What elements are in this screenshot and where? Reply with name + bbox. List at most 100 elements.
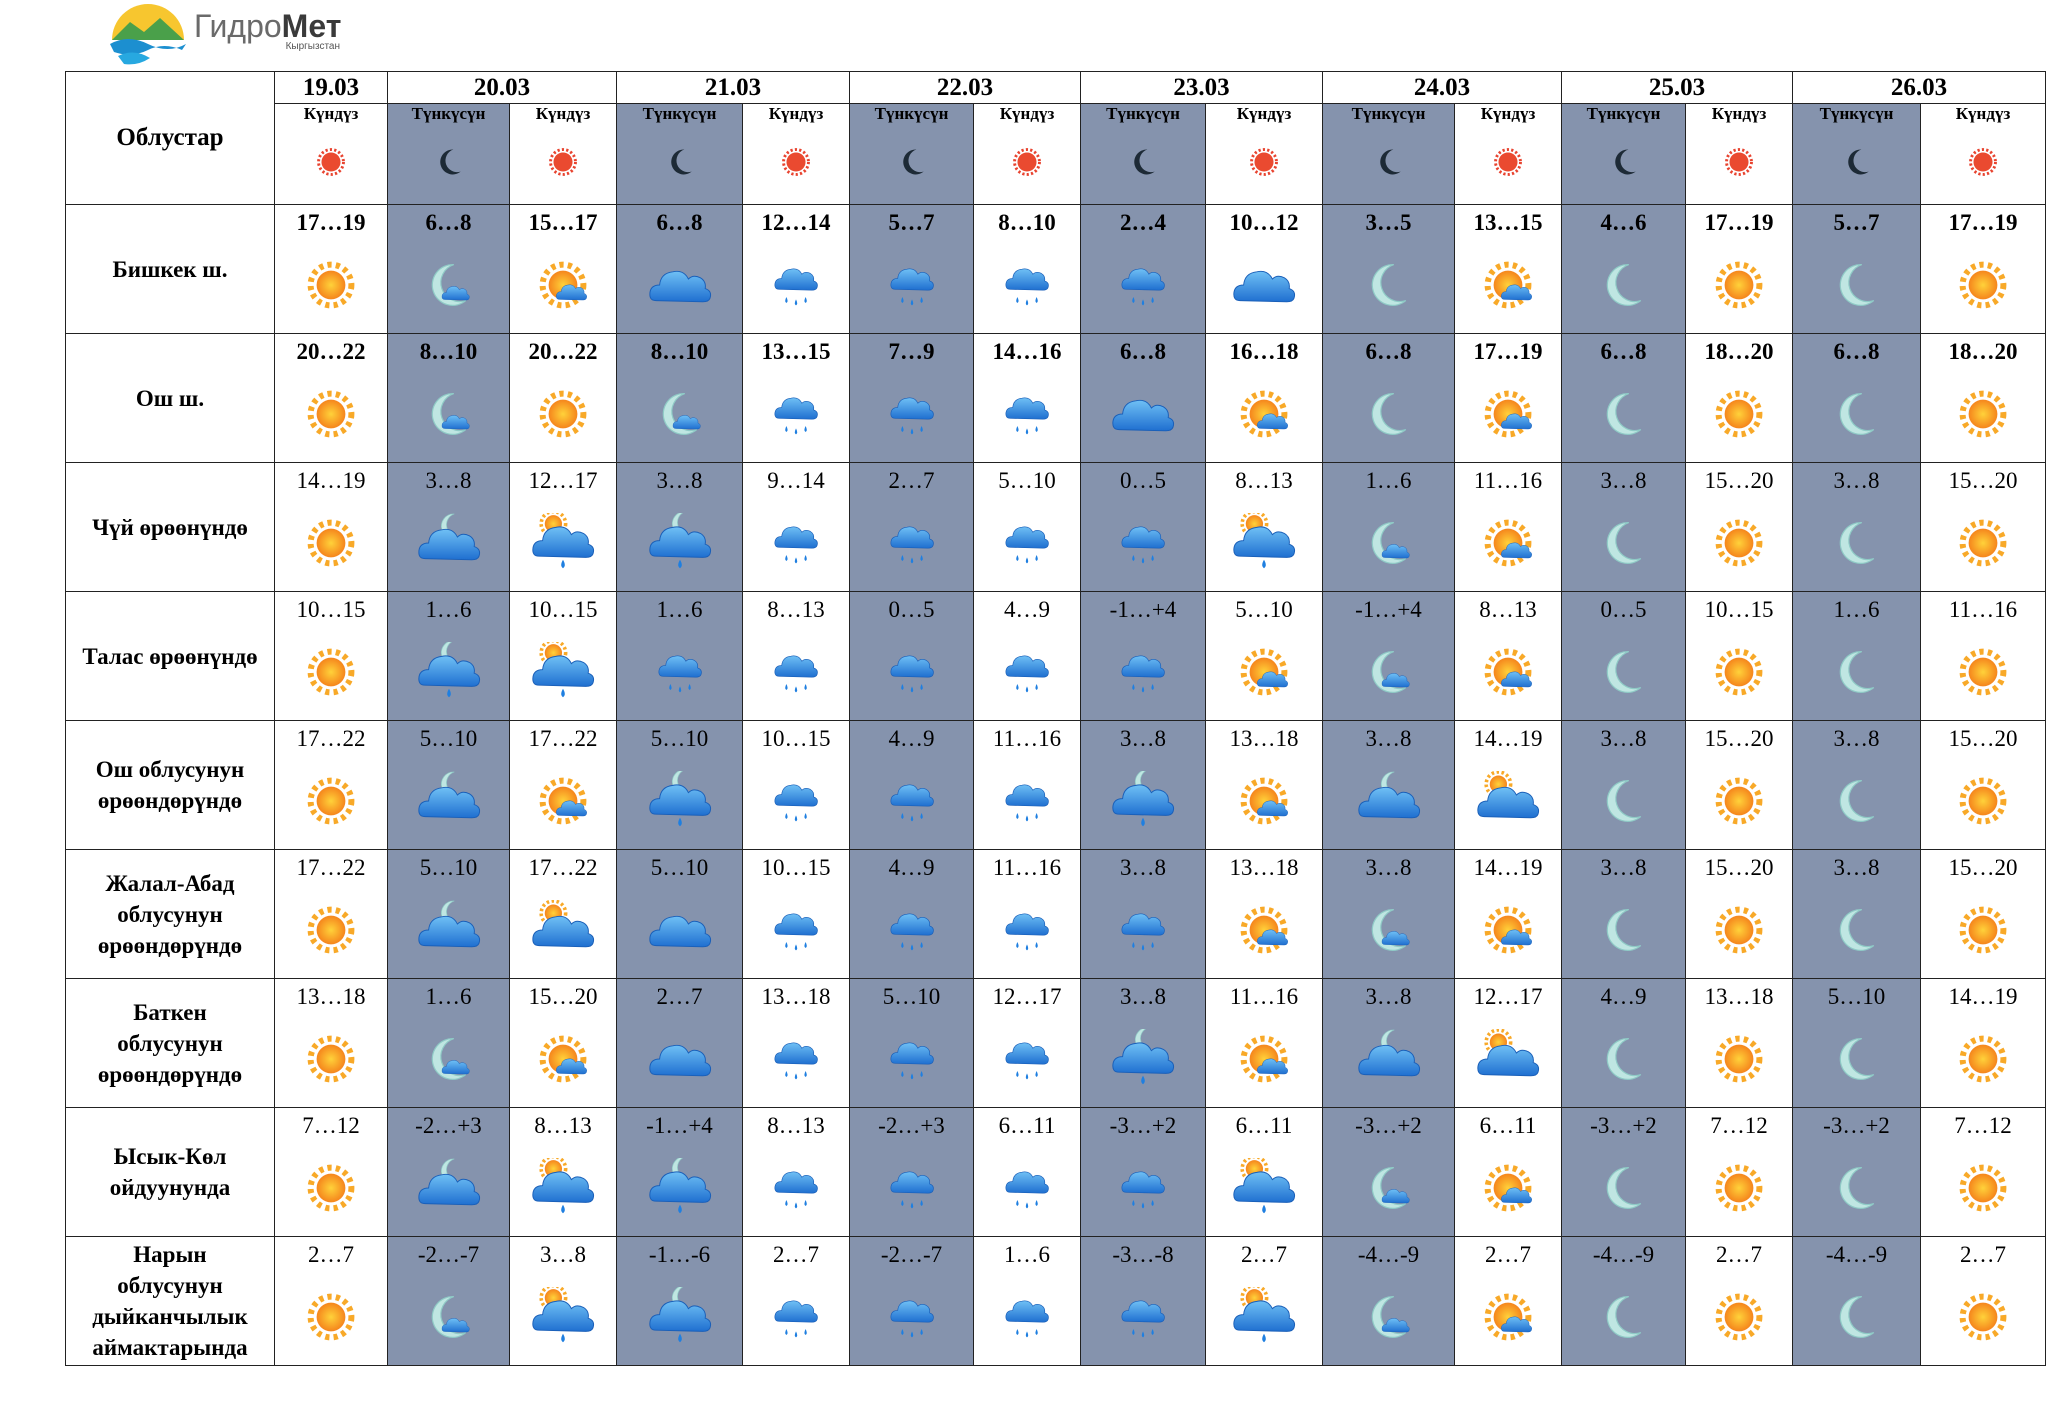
temperature: 14…19	[1473, 726, 1543, 751]
weather-icon	[1947, 771, 2019, 831]
weather-icon	[1472, 771, 1544, 831]
forecast-cell: 11…16	[1205, 978, 1323, 1108]
period-icon	[1685, 128, 1793, 205]
temperature: 1…6	[1004, 1242, 1050, 1267]
temperature: 1…6	[425, 597, 472, 622]
temperature: 12…14	[761, 210, 831, 235]
temperature: -2…-7	[417, 1242, 480, 1267]
weather-icon	[295, 900, 367, 960]
forecast-cell: 20…22	[509, 333, 617, 463]
weather-icon	[1703, 1287, 1775, 1347]
weather-icon	[760, 1158, 832, 1218]
forecast-cell: 2…7	[1685, 1236, 1793, 1366]
period-icon	[1561, 128, 1686, 205]
weather-icon	[760, 642, 832, 702]
period-label: Күндүз	[274, 103, 388, 128]
weather-icon	[876, 1287, 948, 1347]
temperature: 15…20	[1948, 468, 2018, 493]
forecast-cell: 8…13	[742, 591, 850, 721]
weather-icon	[295, 771, 367, 831]
weather-icon	[1947, 1287, 2019, 1347]
forecast-cell: 8…10	[387, 333, 510, 463]
forecast-cell: -4…-9	[1322, 1236, 1455, 1366]
forecast-cell: 10…15	[742, 849, 850, 979]
temperature: 8…13	[534, 1113, 592, 1138]
weather-icon	[1947, 255, 2019, 315]
forecast-cell: 8…13	[509, 1107, 617, 1237]
temperature: 16…18	[1229, 339, 1299, 364]
weather-icon	[413, 1029, 485, 1089]
forecast-cell: 5…10	[973, 462, 1081, 592]
temperature: 10…12	[1229, 210, 1299, 235]
forecast-cell: 8…13	[742, 1107, 850, 1237]
period-icon	[1080, 128, 1206, 205]
temperature: 15…17	[528, 210, 598, 235]
forecast-cell: 16…18	[1205, 333, 1323, 463]
weather-icon	[1588, 513, 1660, 573]
weather-icon	[1472, 1287, 1544, 1347]
forecast-cell: 13…18	[274, 978, 388, 1108]
forecast-cell: 2…7	[274, 1236, 388, 1366]
logo-text-bold: Мет	[282, 8, 342, 44]
temperature: 15…20	[1948, 855, 2018, 880]
header-row: Облустар 19.03 20.03 21.03 22.03 23.03 24.03 25…	[65, 71, 2046, 205]
temperature: 2…7	[308, 1242, 354, 1267]
region-row: Ош ш. 20…22 8…10 20…22 8…10 13…15 7…9 14…16 6…8 1…	[65, 333, 2046, 463]
forecast-cell: 12…17	[1454, 978, 1562, 1108]
forecast-cell: 1…6	[616, 591, 743, 721]
weather-icon	[1947, 1029, 2019, 1089]
weather-icon	[876, 1158, 948, 1218]
temperature: 13…18	[1229, 726, 1299, 751]
weather-icon	[644, 1287, 716, 1347]
forecast-cell: 4…9	[973, 591, 1081, 721]
temperature: 3…8	[1365, 855, 1412, 880]
temperature: 3…8	[1120, 726, 1166, 751]
forecast-cell: 8…13	[1205, 462, 1323, 592]
period-icon	[1454, 128, 1562, 205]
temperature: 2…7	[656, 984, 703, 1009]
weather-icon	[1107, 255, 1179, 315]
forecast-cell: 13…15	[1454, 204, 1562, 334]
temperature: 5…10	[650, 855, 709, 880]
weather-icon	[1228, 513, 1300, 573]
temperature: 18…20	[1948, 339, 2018, 364]
weather-icon	[1947, 513, 2019, 573]
weather-icon	[1242, 142, 1286, 182]
forecast-cell: 10…15	[274, 591, 388, 721]
weather-icon	[991, 513, 1063, 573]
forecast-cell: 7…12	[1685, 1107, 1793, 1237]
forecast-cell: 2…7	[1205, 1236, 1323, 1366]
forecast-cell: 1…6	[1322, 462, 1455, 592]
temperature: 11…16	[1473, 468, 1543, 493]
temperature: 13…18	[1704, 984, 1774, 1009]
weather-icon	[413, 1287, 485, 1347]
weather-icon	[1228, 1158, 1300, 1218]
period-icon	[1792, 128, 1921, 205]
temperature: 10…15	[761, 726, 831, 751]
region-name: Ош ш.	[65, 333, 275, 463]
weather-icon	[527, 255, 599, 315]
temperature: -3…+2	[1109, 1113, 1177, 1138]
forecast-cell: -3…+2	[1561, 1107, 1686, 1237]
temperature: 3…8	[1120, 984, 1166, 1009]
weather-icon	[991, 384, 1063, 444]
forecast-cell: -2…-7	[387, 1236, 510, 1366]
temperature: 4…9	[1600, 984, 1647, 1009]
forecast-cell: -4…-9	[1561, 1236, 1686, 1366]
forecast-cell: 5…10	[1205, 591, 1323, 721]
temperature: 20…22	[296, 339, 366, 364]
weather-icon	[1228, 255, 1300, 315]
weather-icon	[1107, 1029, 1179, 1089]
weather-icon	[1703, 900, 1775, 960]
forecast-cell: 10…15	[742, 720, 850, 850]
forecast-cell: 8…10	[616, 333, 743, 463]
forecast-cell: 3…8	[1080, 978, 1206, 1108]
weather-icon	[1353, 1029, 1425, 1089]
temperature: 5…10	[1827, 984, 1886, 1009]
forecast-cell: -1…+4	[1080, 591, 1206, 721]
forecast-cell: -3…+2	[1080, 1107, 1206, 1237]
forecast-cell: 2…7	[849, 462, 974, 592]
region-row: Нарын облусунун дыйканчылык аймактарында…	[65, 1236, 2046, 1366]
forecast-cell: 17…19	[1685, 204, 1793, 334]
forecast-cell: 6…11	[1205, 1107, 1323, 1237]
